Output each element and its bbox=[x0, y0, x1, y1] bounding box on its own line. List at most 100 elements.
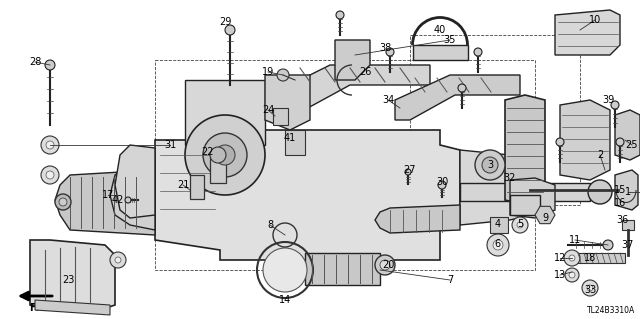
Text: 14: 14 bbox=[279, 295, 291, 305]
Circle shape bbox=[225, 25, 235, 35]
Polygon shape bbox=[273, 108, 288, 125]
Text: 37: 37 bbox=[622, 240, 634, 250]
Text: 34: 34 bbox=[382, 95, 394, 105]
Text: 31: 31 bbox=[164, 140, 176, 150]
Circle shape bbox=[611, 101, 619, 109]
Circle shape bbox=[482, 157, 498, 173]
Bar bbox=[490, 217, 508, 233]
Text: 23: 23 bbox=[62, 275, 74, 285]
Circle shape bbox=[375, 255, 395, 275]
Circle shape bbox=[616, 138, 624, 146]
Polygon shape bbox=[110, 160, 155, 230]
Circle shape bbox=[603, 240, 613, 250]
Circle shape bbox=[185, 115, 265, 195]
Circle shape bbox=[569, 255, 575, 261]
Polygon shape bbox=[305, 253, 380, 285]
Circle shape bbox=[564, 250, 580, 266]
Text: 11: 11 bbox=[569, 235, 581, 245]
Text: 28: 28 bbox=[29, 57, 41, 67]
Text: 17: 17 bbox=[102, 190, 114, 200]
Circle shape bbox=[336, 11, 344, 19]
Bar bbox=[410, 35, 580, 205]
Bar bbox=[210, 155, 226, 183]
Text: 30: 30 bbox=[436, 177, 448, 187]
Bar bbox=[155, 60, 535, 270]
Circle shape bbox=[474, 48, 482, 56]
Circle shape bbox=[458, 84, 466, 92]
Text: 10: 10 bbox=[589, 15, 601, 25]
Text: 42: 42 bbox=[112, 195, 124, 205]
Circle shape bbox=[203, 133, 247, 177]
Text: 1: 1 bbox=[625, 187, 631, 197]
Bar bbox=[510, 195, 540, 215]
Circle shape bbox=[556, 138, 564, 146]
Circle shape bbox=[386, 48, 394, 56]
Text: 12: 12 bbox=[554, 253, 566, 263]
Polygon shape bbox=[155, 130, 460, 260]
Circle shape bbox=[41, 136, 59, 154]
Polygon shape bbox=[335, 40, 370, 80]
Circle shape bbox=[59, 198, 67, 206]
Polygon shape bbox=[265, 75, 310, 130]
Polygon shape bbox=[375, 205, 460, 233]
Polygon shape bbox=[30, 240, 115, 310]
Text: 25: 25 bbox=[626, 140, 638, 150]
Polygon shape bbox=[35, 300, 110, 315]
Circle shape bbox=[210, 147, 226, 163]
Polygon shape bbox=[115, 145, 155, 218]
Polygon shape bbox=[285, 130, 305, 155]
Text: TL24B3310A: TL24B3310A bbox=[587, 306, 635, 315]
Text: 41: 41 bbox=[284, 133, 296, 143]
Text: 27: 27 bbox=[404, 165, 416, 175]
Text: 3: 3 bbox=[487, 160, 493, 170]
Polygon shape bbox=[615, 110, 640, 160]
Polygon shape bbox=[395, 75, 520, 120]
Circle shape bbox=[41, 166, 59, 184]
Polygon shape bbox=[270, 65, 430, 115]
Text: 19: 19 bbox=[262, 67, 274, 77]
Polygon shape bbox=[510, 178, 555, 218]
Circle shape bbox=[405, 169, 411, 175]
Polygon shape bbox=[185, 80, 265, 145]
Circle shape bbox=[110, 252, 126, 268]
Text: 29: 29 bbox=[219, 17, 231, 27]
Text: 36: 36 bbox=[616, 215, 628, 225]
Bar bbox=[460, 183, 590, 201]
Text: 20: 20 bbox=[382, 260, 394, 270]
Circle shape bbox=[475, 150, 505, 180]
Text: 6: 6 bbox=[494, 239, 500, 249]
Text: 7: 7 bbox=[447, 275, 453, 285]
Text: 26: 26 bbox=[359, 67, 371, 77]
Polygon shape bbox=[55, 170, 155, 235]
Bar bbox=[413, 45, 468, 60]
Text: 13: 13 bbox=[554, 270, 566, 280]
Circle shape bbox=[438, 181, 446, 189]
Text: 32: 32 bbox=[504, 173, 516, 183]
Circle shape bbox=[46, 171, 54, 179]
Circle shape bbox=[263, 248, 307, 292]
Circle shape bbox=[512, 217, 528, 233]
Circle shape bbox=[46, 141, 54, 149]
Bar bbox=[190, 175, 204, 199]
Bar bbox=[622, 220, 634, 230]
Circle shape bbox=[587, 285, 593, 291]
Circle shape bbox=[55, 194, 71, 210]
Circle shape bbox=[45, 60, 55, 70]
Polygon shape bbox=[460, 150, 530, 225]
Text: 38: 38 bbox=[379, 43, 391, 53]
Text: 15: 15 bbox=[614, 185, 626, 195]
Circle shape bbox=[215, 145, 235, 165]
Text: 5: 5 bbox=[517, 219, 523, 229]
Circle shape bbox=[380, 260, 390, 270]
Polygon shape bbox=[555, 10, 620, 55]
Text: 35: 35 bbox=[444, 35, 456, 45]
Polygon shape bbox=[560, 100, 610, 180]
Text: FR.: FR. bbox=[29, 303, 47, 313]
Polygon shape bbox=[535, 206, 555, 224]
Circle shape bbox=[115, 257, 121, 263]
Text: 39: 39 bbox=[602, 95, 614, 105]
Text: 9: 9 bbox=[542, 213, 548, 223]
Text: 24: 24 bbox=[262, 105, 274, 115]
Circle shape bbox=[569, 272, 575, 278]
Circle shape bbox=[517, 222, 523, 228]
